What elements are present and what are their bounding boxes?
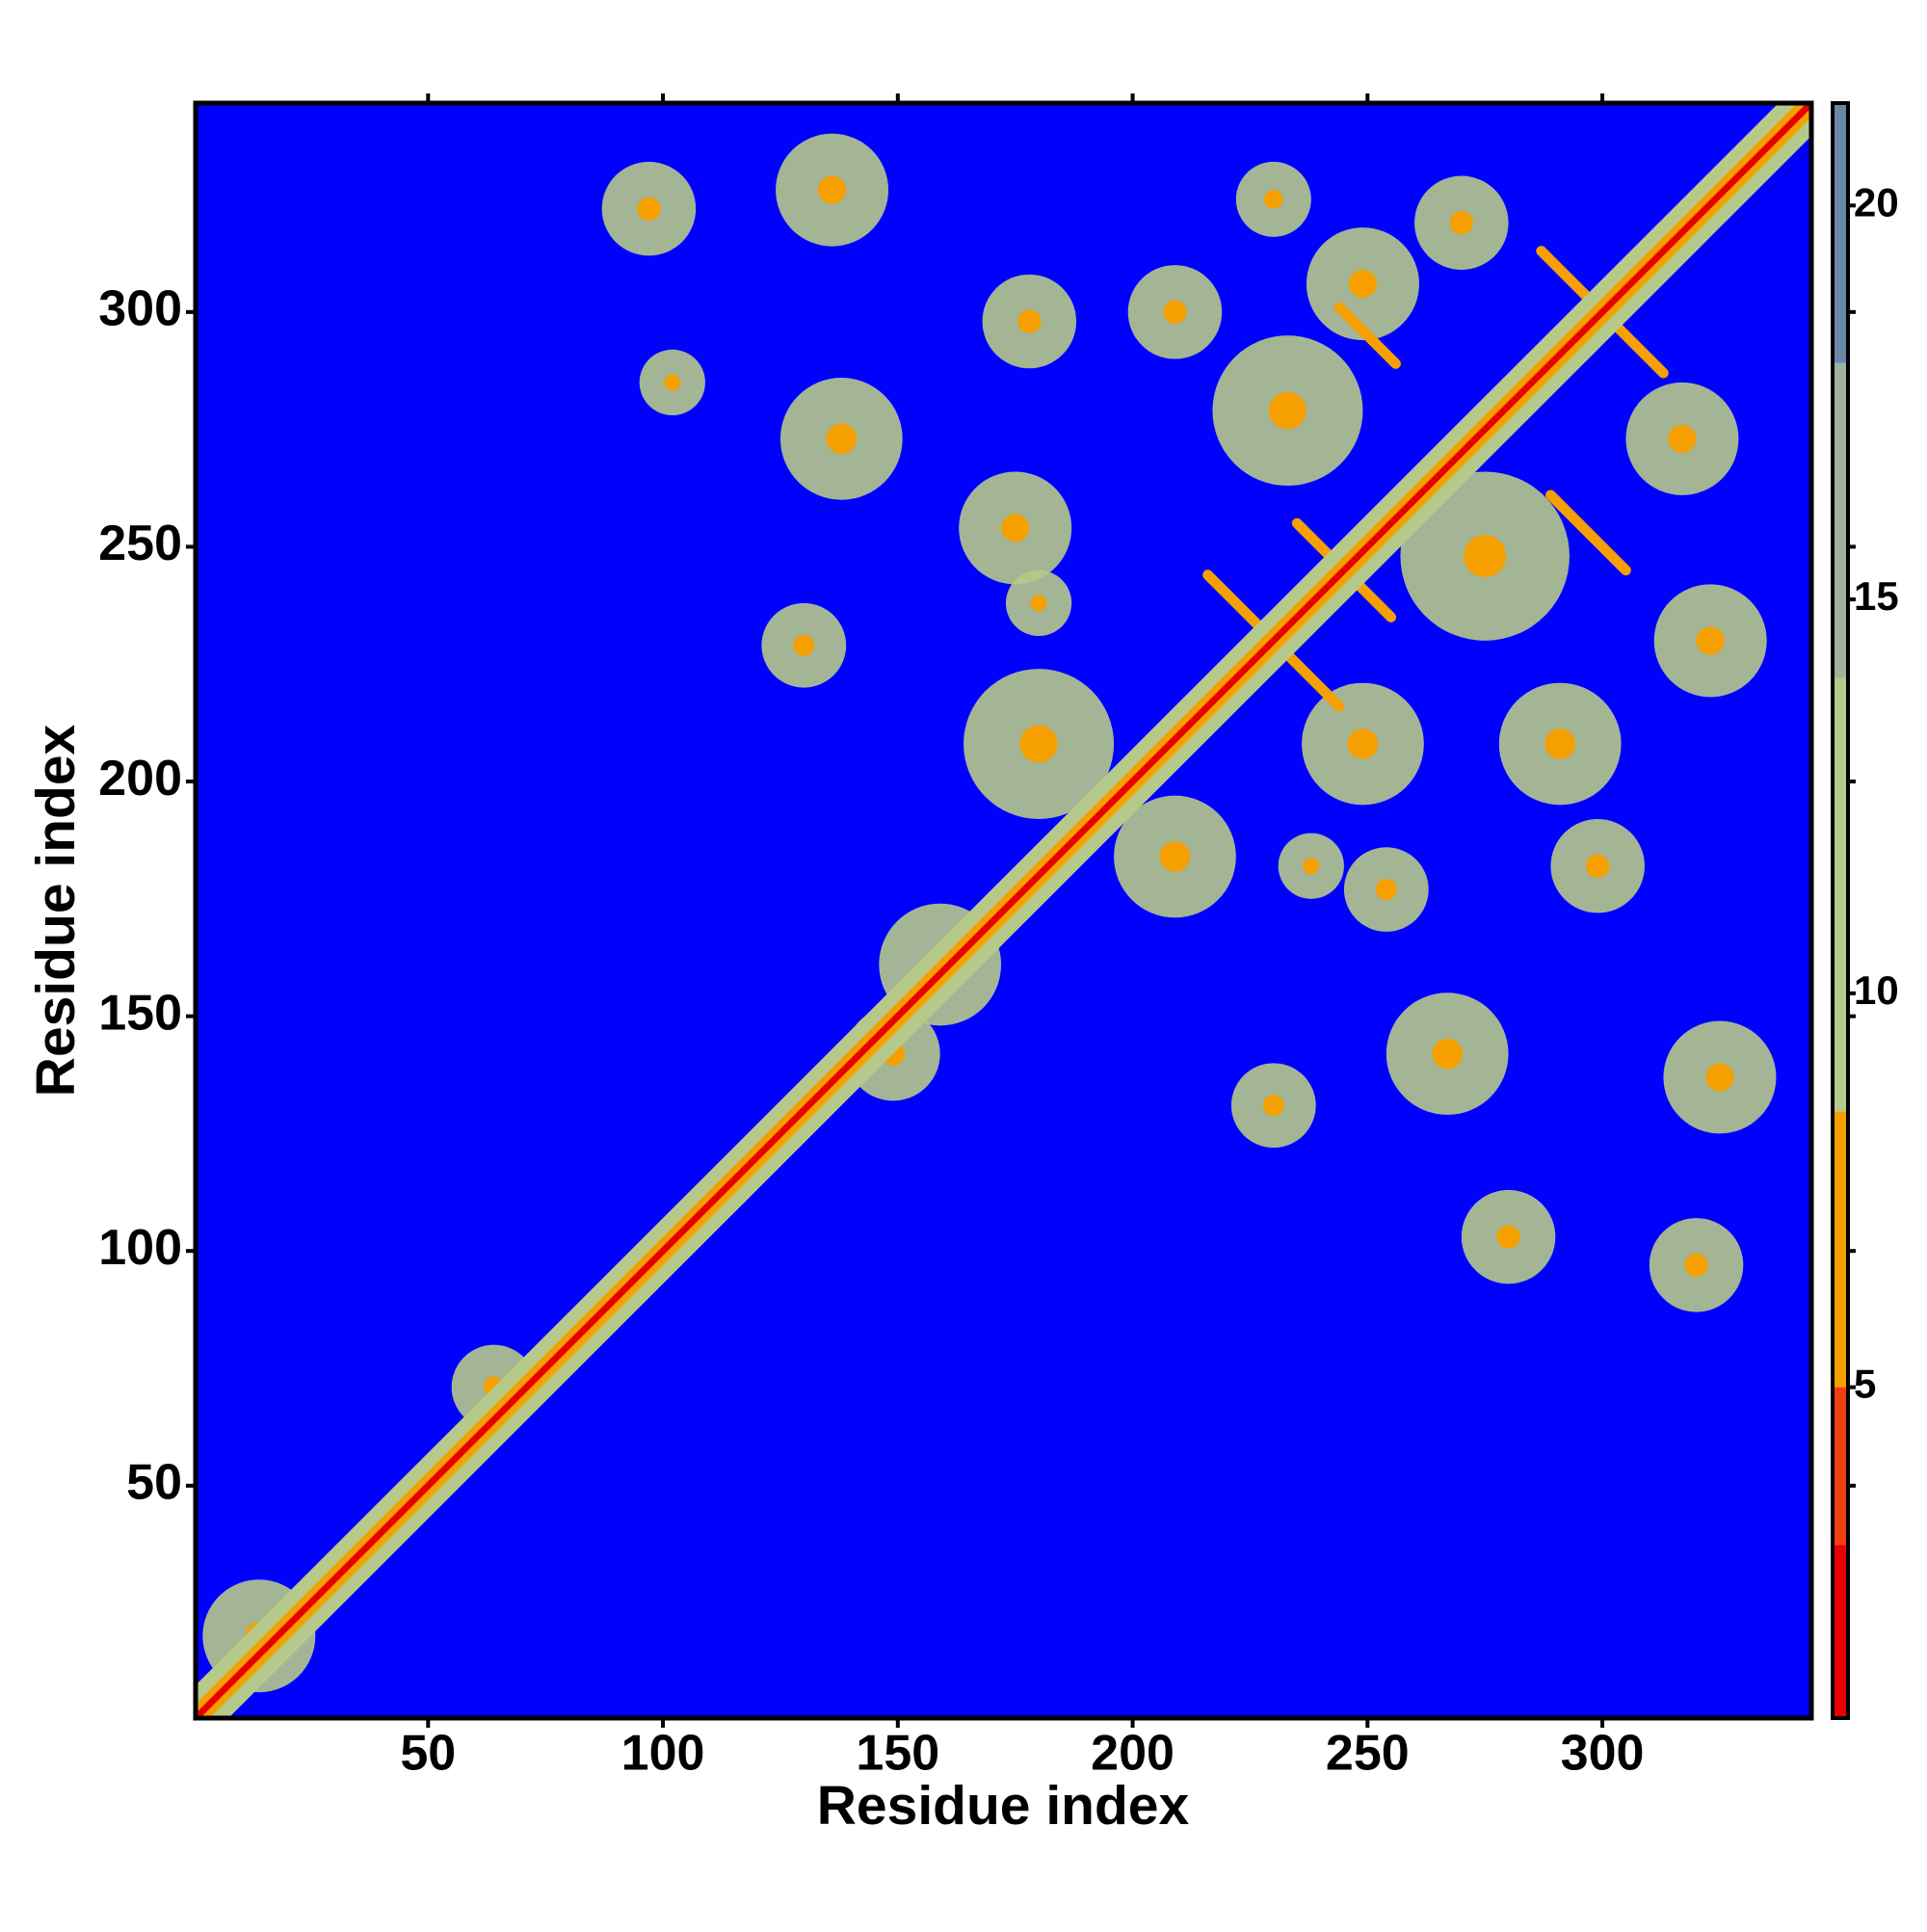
contact-blob-core	[793, 634, 815, 656]
y-tick-label: 50	[126, 1455, 182, 1511]
x-tick-label: 300	[1561, 1726, 1645, 1782]
plot-frame	[193, 100, 1814, 1721]
colorbar-frame	[1831, 101, 1850, 1720]
plot-area	[196, 103, 1811, 1718]
contact-blob-core	[1464, 535, 1507, 578]
contact-blob-core	[1303, 858, 1320, 875]
contact-blob-core	[1030, 595, 1047, 612]
contact-blob-core	[1001, 514, 1030, 543]
contact-blob-core	[817, 175, 847, 204]
x-tick-label: 50	[400, 1726, 456, 1782]
contact-blob-core	[664, 374, 681, 391]
contact-blob-core	[1696, 626, 1725, 655]
y-tick-label: 200	[98, 751, 182, 807]
contact-blob-core	[1159, 841, 1191, 872]
colorbar-tick-label: 10	[1854, 967, 1899, 1013]
contact-blob-core	[1432, 1038, 1464, 1070]
contact-blob-core	[1684, 1253, 1708, 1278]
y-axis-title: Residue index	[25, 724, 87, 1097]
contact-blob-core	[1019, 725, 1058, 763]
x-tick-label: 250	[1326, 1726, 1410, 1782]
colorbar-tick-label: 20	[1854, 179, 1899, 225]
contact-blob-core	[1264, 190, 1283, 209]
contact-blob-core	[1262, 1095, 1284, 1117]
contact-blob-core	[1017, 309, 1042, 333]
colorbar-band	[1833, 677, 1848, 1112]
colorbar-tick-label: 5	[1854, 1362, 1876, 1407]
x-tick-label: 200	[1091, 1726, 1175, 1782]
colorbar-band	[1833, 1111, 1848, 1388]
antiparallel-contact	[1333, 302, 1401, 369]
antiparallel-contact	[1545, 490, 1631, 576]
y-tick-label: 150	[98, 985, 182, 1041]
colorbar-band	[1833, 362, 1848, 678]
contact-blob-core	[1668, 424, 1697, 453]
contact-blob-core	[1586, 854, 1610, 878]
contact-blob-core	[1375, 879, 1397, 901]
y-tick-label: 300	[98, 281, 182, 337]
x-tick-label: 150	[856, 1726, 939, 1782]
colorbar-band	[1833, 1545, 1848, 1718]
y-tick-label: 250	[98, 516, 182, 571]
diagonal-band	[196, 103, 1811, 1718]
x-axis-title: Residue index	[817, 1775, 1190, 1837]
contact-blob-core	[1163, 300, 1187, 324]
colorbar-tick-label: 15	[1854, 573, 1899, 619]
contact-blob-core	[637, 197, 661, 221]
contact-blob-core	[1544, 728, 1576, 759]
contact-blob-core	[1496, 1225, 1520, 1249]
colorbar-band	[1833, 103, 1848, 363]
y-tick-label: 100	[98, 1220, 182, 1276]
contact-blob-core	[1705, 1063, 1734, 1092]
contact-blob-core	[1268, 391, 1307, 430]
contact-blob-core	[1449, 211, 1473, 235]
axes: 50 100 150 200 250 300 50 100 150 200 250 300 5 10 15 2…	[98, 93, 1899, 1782]
contact-blob-core	[826, 423, 858, 455]
colorbar-band	[1833, 1387, 1848, 1546]
x-tick-label: 100	[621, 1726, 705, 1782]
contact-blob-core	[1348, 269, 1378, 299]
contact-blob-core	[1347, 728, 1379, 759]
